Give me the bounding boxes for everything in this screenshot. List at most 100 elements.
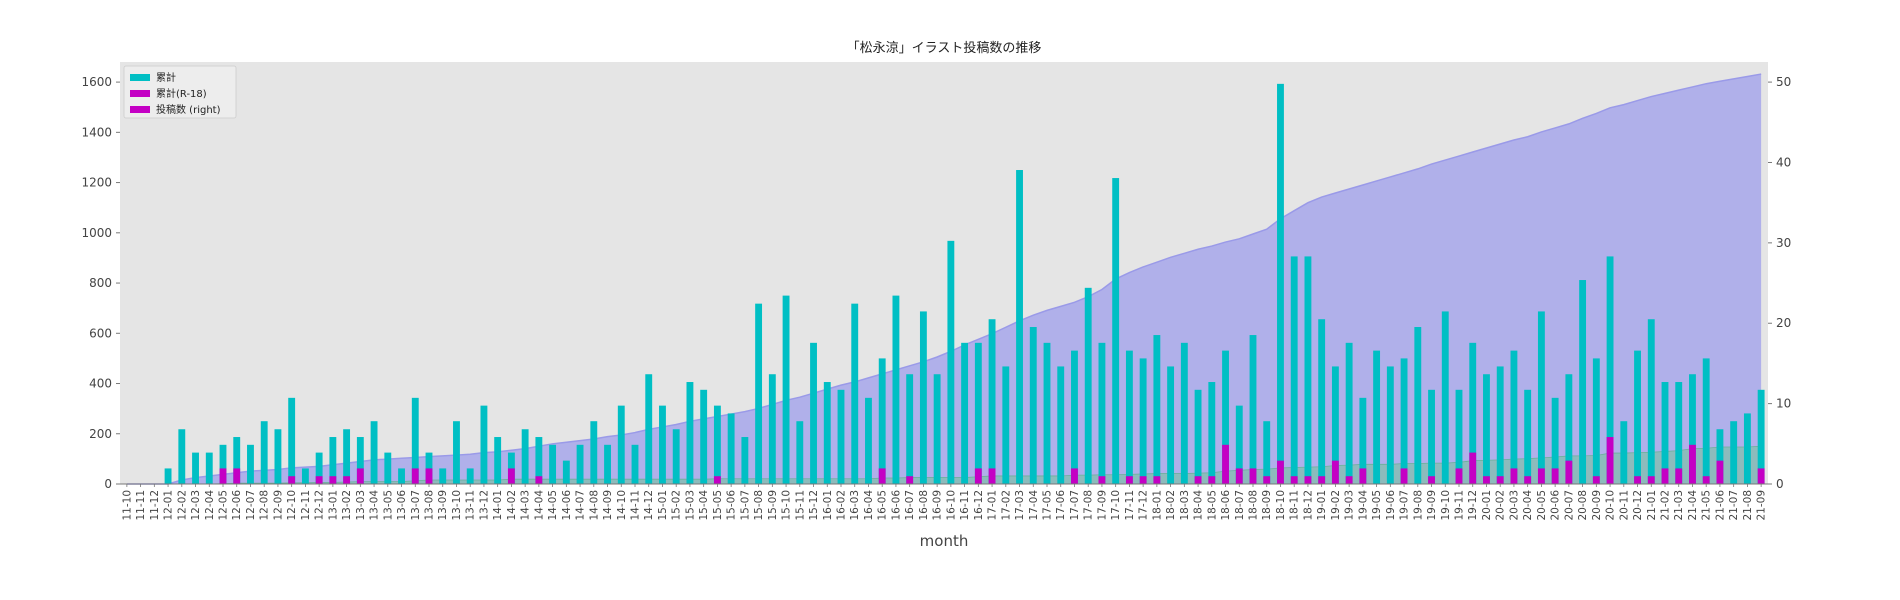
bar-r18 — [1235, 468, 1243, 484]
x-tick-label: 12-05 — [218, 490, 230, 521]
bar-total — [1661, 382, 1669, 484]
bar-total — [1180, 342, 1188, 484]
x-tick-label: 12-03 — [190, 490, 202, 521]
x-tick-label: 16-08 — [918, 490, 930, 521]
x-tick-label: 13-01 — [327, 490, 339, 521]
bar-total — [892, 295, 900, 484]
x-tick-label: 17-07 — [1069, 490, 1081, 521]
x-tick-label: 17-08 — [1083, 490, 1095, 521]
bar-total — [1537, 311, 1545, 484]
bar-r18 — [1661, 468, 1669, 484]
x-tick-label: 11-11 — [135, 490, 147, 521]
bar-total — [480, 405, 488, 484]
bar-total — [1208, 382, 1216, 484]
bar-total — [507, 452, 515, 484]
x-tick-label: 17-12 — [1138, 490, 1150, 521]
bar-total — [453, 421, 460, 484]
x-tick-label: 19-08 — [1412, 490, 1424, 521]
x-tick-label: 19-02 — [1330, 490, 1342, 521]
y-tick-label: 200 — [89, 427, 112, 441]
bar-total — [1084, 287, 1092, 484]
x-tick-label: 20-12 — [1632, 490, 1644, 521]
bar-r18 — [974, 468, 982, 484]
bar-total — [562, 460, 570, 484]
bar-total — [192, 452, 199, 484]
bar-total — [1277, 83, 1284, 484]
line-cumulative-posts — [126, 73, 1762, 485]
x-tick-label: 18-11 — [1289, 490, 1301, 521]
x-tick-label: 19-12 — [1467, 490, 1479, 521]
bar-total — [1331, 366, 1339, 484]
bar-total — [1743, 413, 1751, 484]
legend-label: 投稿数 (right) — [156, 103, 221, 116]
x-tick-label: 17-06 — [1055, 490, 1067, 521]
x-tick-label: 15-08 — [753, 490, 765, 521]
x-tick-label: 15-11 — [794, 490, 806, 521]
bar-r18 — [1496, 476, 1504, 484]
x-tick-label: 15-05 — [712, 490, 724, 521]
bar-r18 — [1359, 468, 1367, 484]
x-tick-label: 13-10 — [451, 490, 463, 521]
bar-total — [1757, 389, 1765, 484]
bar-total — [1565, 374, 1573, 484]
bar-total — [727, 413, 735, 484]
bar-r18 — [288, 476, 296, 484]
x-tick-label: 14-07 — [575, 490, 587, 521]
x-tick-label: 16-09 — [932, 490, 944, 521]
x-tick-label: 13-06 — [396, 490, 408, 521]
x-tick-label: 13-08 — [424, 490, 436, 521]
x-tick-label: 14-04 — [533, 490, 545, 521]
bar-total — [384, 452, 392, 484]
x-tick-label: 12-11 — [300, 490, 312, 521]
bar-r18 — [1098, 476, 1106, 484]
bar-r18 — [988, 468, 996, 484]
y-tick-label: 800 — [89, 276, 112, 290]
x-axis-label: month — [920, 532, 969, 550]
bar-total — [1606, 256, 1614, 484]
legend-swatch — [130, 106, 150, 113]
x-tick-label: 20-01 — [1481, 490, 1493, 521]
x-tick-label: 15-03 — [684, 490, 696, 521]
x-tick-label: 15-04 — [698, 490, 710, 521]
bar-total — [398, 468, 405, 484]
bar-total — [631, 444, 639, 484]
bar-r18 — [1331, 460, 1339, 484]
bar-total — [919, 311, 927, 484]
y-tick-label: 400 — [89, 377, 112, 391]
bar-total — [1592, 358, 1600, 484]
bar-total — [521, 429, 529, 484]
x-tick-label: 14-10 — [616, 490, 628, 521]
bar-r18 — [1194, 476, 1202, 484]
x-tick-label: 13-12 — [478, 490, 490, 521]
x-tick-label: 14-12 — [643, 490, 655, 521]
bar-total — [466, 468, 474, 484]
x-tick-label: 15-07 — [739, 490, 751, 521]
bar-total — [329, 437, 337, 484]
x-tick-label: 20-02 — [1495, 490, 1507, 521]
y-right-tick-label: 30 — [1776, 236, 1791, 250]
x-tick-label: 13-02 — [341, 490, 353, 521]
bar-total — [604, 444, 611, 484]
x-tick-label: 20-04 — [1522, 490, 1534, 521]
bar-total — [590, 421, 598, 484]
x-tick-label: 19-04 — [1357, 490, 1369, 521]
y-axis-left-ticks: 0 200 400 600 800 1000 1200 1400 1600 — [81, 75, 120, 491]
bar-total — [1263, 421, 1271, 484]
bar-total — [1345, 342, 1353, 484]
y-tick-label: 1200 — [81, 176, 112, 190]
x-tick-label: 15-09 — [767, 490, 779, 521]
x-tick-label: 12-04 — [204, 490, 216, 521]
bar-total — [645, 374, 653, 484]
bar-total — [782, 295, 790, 484]
bar-total — [1689, 374, 1696, 484]
x-tick-label: 20-03 — [1508, 490, 1520, 521]
x-tick-label: 14-06 — [561, 490, 573, 521]
bar-total — [741, 437, 749, 484]
bar-total — [796, 421, 804, 484]
bar-r18 — [1208, 476, 1216, 484]
bar-total — [1510, 350, 1518, 484]
bar-r18 — [1249, 468, 1257, 484]
x-tick-label: 16-10 — [945, 490, 957, 521]
bar-r18 — [906, 476, 914, 484]
